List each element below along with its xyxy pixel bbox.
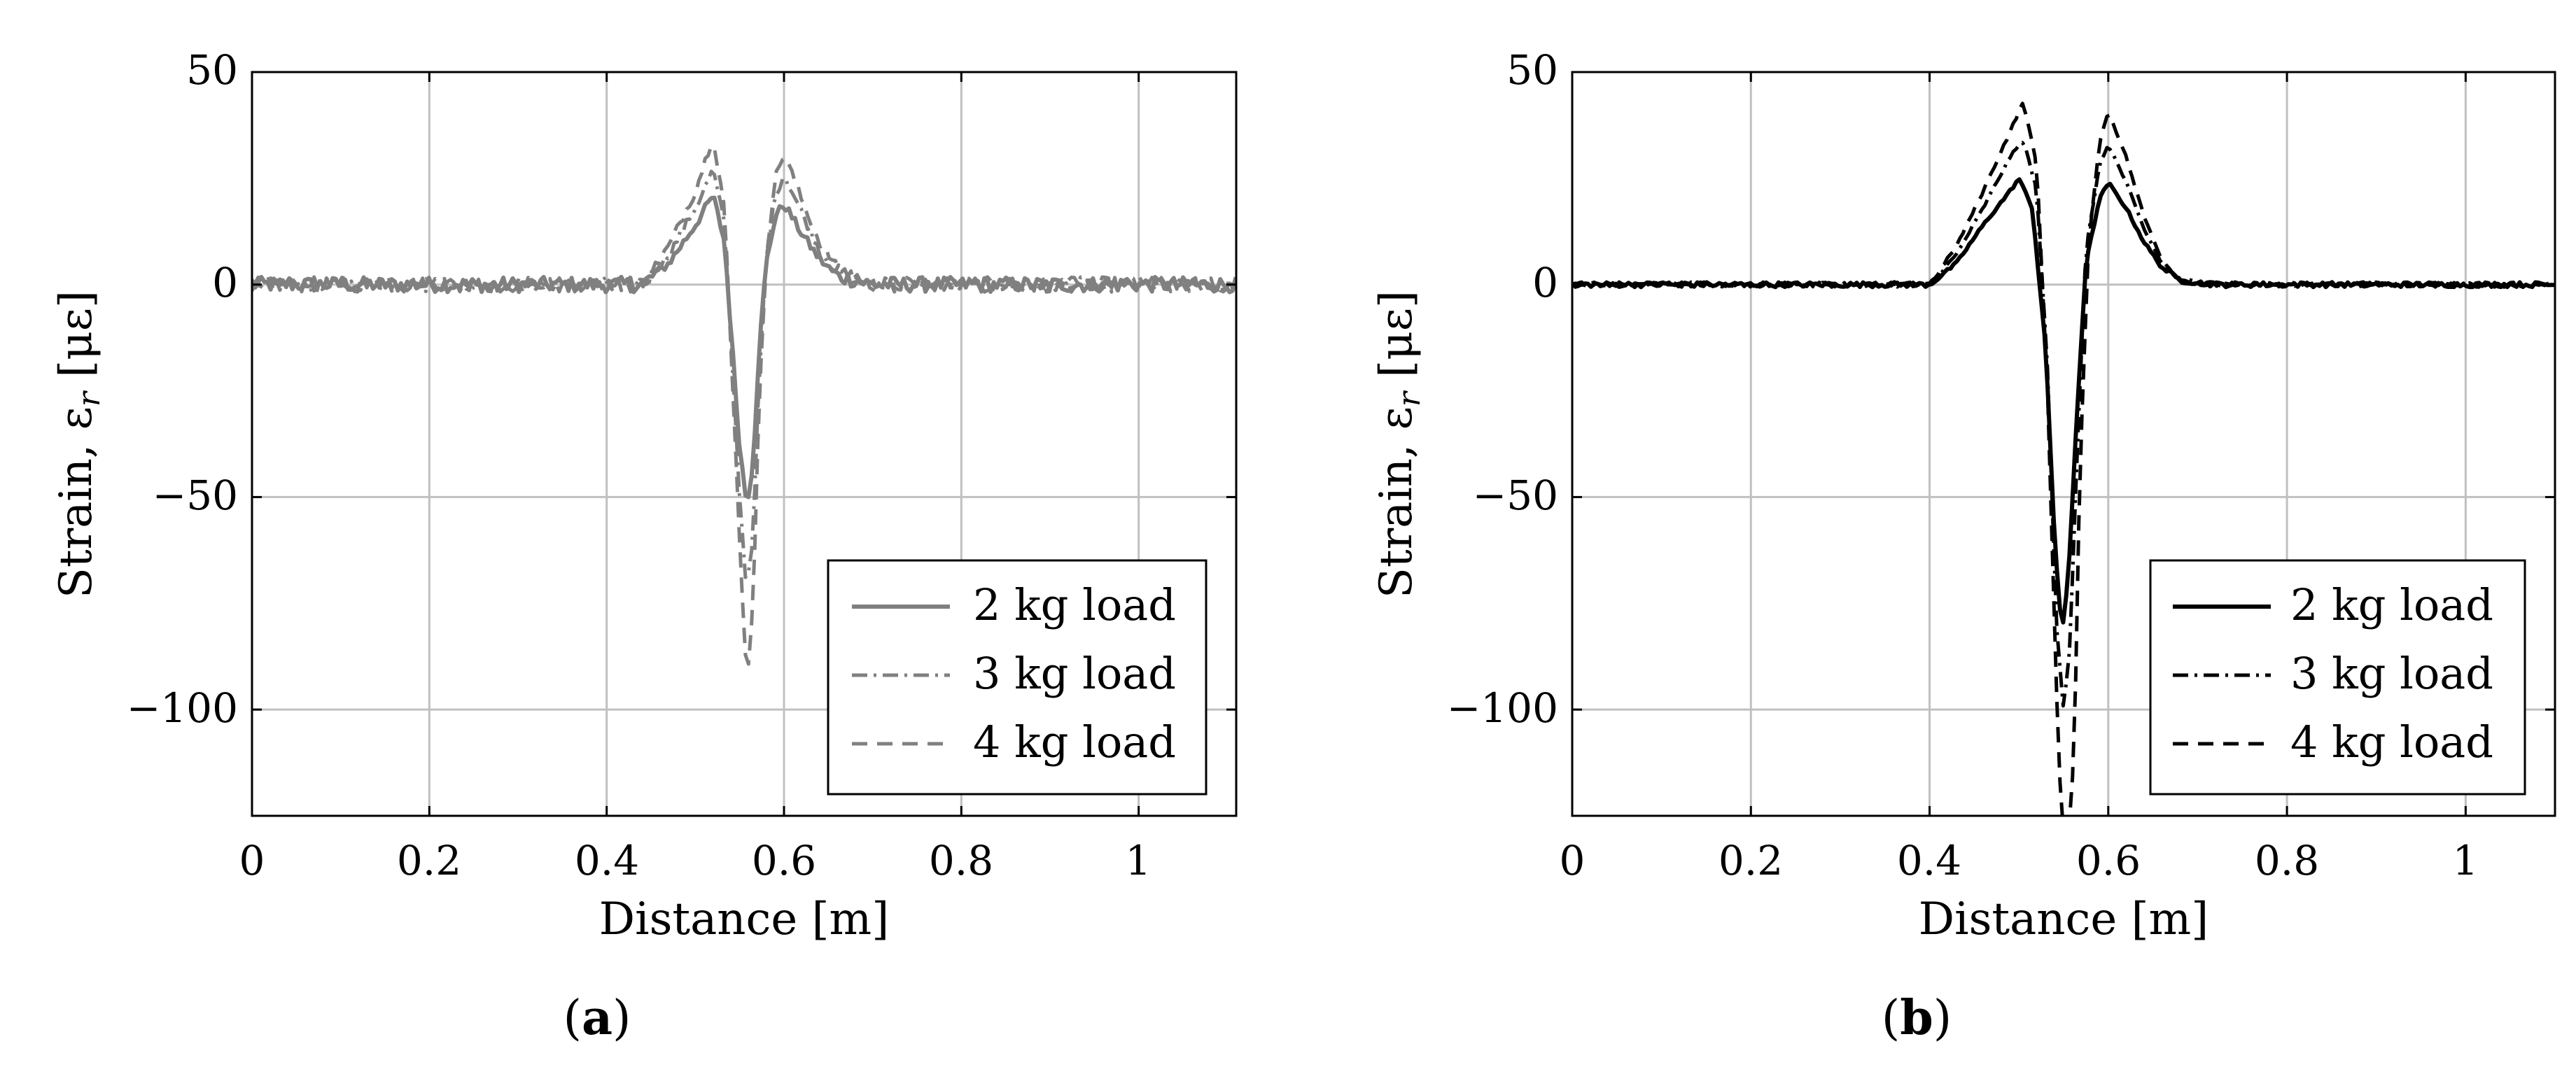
ytick-label: 0 (212, 259, 238, 306)
ytick-label: 50 (1506, 46, 1558, 94)
panel-a: 50 0 −50 −100 0 0.2 0.4 0.6 0.8 1 Distan… (50, 46, 1238, 1046)
xtick-label: 0.6 (752, 837, 816, 884)
caption-open-paren: ( (1882, 991, 1900, 1046)
series-line-4-kg-load (252, 143, 1236, 666)
caption-letter: a (582, 990, 612, 1046)
caption-close-paren: ) (1933, 991, 1952, 1046)
y-axis-label-subscript: r (71, 390, 107, 407)
series-b (1572, 101, 2555, 816)
ytick-label: −50 (1473, 472, 1558, 519)
plot-area-frame-b (1571, 71, 2556, 817)
y-axis-label-main: Strain, ε (1371, 407, 1422, 598)
y-axis-label-unit: [με] (1371, 290, 1422, 392)
series-line-3-kg-load (252, 169, 1236, 579)
xtick-label: 1 (2453, 837, 2479, 884)
series-line-3-kg-load (1572, 141, 2555, 708)
caption-open-paren: ( (563, 991, 582, 1046)
xtick-label: 0 (1560, 837, 1586, 884)
xtick-label: 0 (239, 837, 265, 884)
legend-label-4kg: 4 kg load (973, 716, 1176, 768)
ytick-label: −100 (1447, 684, 1558, 732)
legend-box (2149, 559, 2526, 796)
xtick-label: 0.6 (2076, 837, 2141, 884)
panel-b: 50 0 −50 −100 0 0.2 0.4 0.6 0.8 1 Distan… (1371, 46, 2556, 1046)
legend-label-2kg: 2 kg load (973, 579, 1176, 630)
tick-marks-a (251, 71, 1236, 816)
legend-label-4kg: 4 kg load (2290, 716, 2493, 768)
series-line-4-kg-load (1572, 101, 2555, 816)
y-axis-label-main: Strain, ε (50, 407, 102, 598)
xtick-label: 0.4 (1897, 837, 1961, 884)
xtick-label: 0.2 (397, 837, 461, 884)
y-axis-label: Strain, εr [με] (50, 290, 107, 598)
ytick-label: 50 (186, 46, 238, 94)
xtick-label: 0.8 (929, 837, 993, 884)
xtick-label: 0.4 (575, 837, 639, 884)
xtick-label: 0.2 (1718, 837, 1783, 884)
xtick-label: 0.8 (2255, 837, 2319, 884)
y-axis-label: Strain, εr [με] (1371, 290, 1427, 598)
x-axis-label: Distance [m] (1919, 893, 2208, 945)
panel-caption-a: (a) (563, 990, 631, 1046)
caption-close-paren: ) (612, 991, 631, 1046)
series-line-2-kg-load (1572, 177, 2554, 625)
y-axis-label-unit: [με] (50, 290, 102, 392)
ytick-label: −100 (127, 684, 238, 732)
series-line-2-kg-load (252, 195, 1236, 500)
panel-caption-b: (b) (1882, 990, 1952, 1046)
legend-label-2kg: 2 kg load (2290, 579, 2493, 630)
y-axis-label-subscript: r (1392, 390, 1427, 407)
xtick-label: 1 (1126, 837, 1152, 884)
legend-label-3kg: 3 kg load (2290, 648, 2493, 699)
legend-b: 2 kg load 3 kg load 4 kg load (2149, 559, 2526, 796)
plot-area-frame-a (251, 71, 1238, 817)
ytick-label: 0 (1532, 259, 1558, 306)
caption-letter: b (1900, 990, 1933, 1046)
x-axis-label: Distance [m] (599, 893, 889, 945)
tick-marks-b (1571, 71, 2555, 816)
series-a (252, 143, 1236, 666)
legend-label-3kg: 3 kg load (973, 648, 1176, 699)
legend-a: 2 kg load 3 kg load 4 kg load (827, 559, 1208, 796)
legend-box (827, 559, 1208, 796)
ytick-label: −50 (153, 472, 238, 519)
